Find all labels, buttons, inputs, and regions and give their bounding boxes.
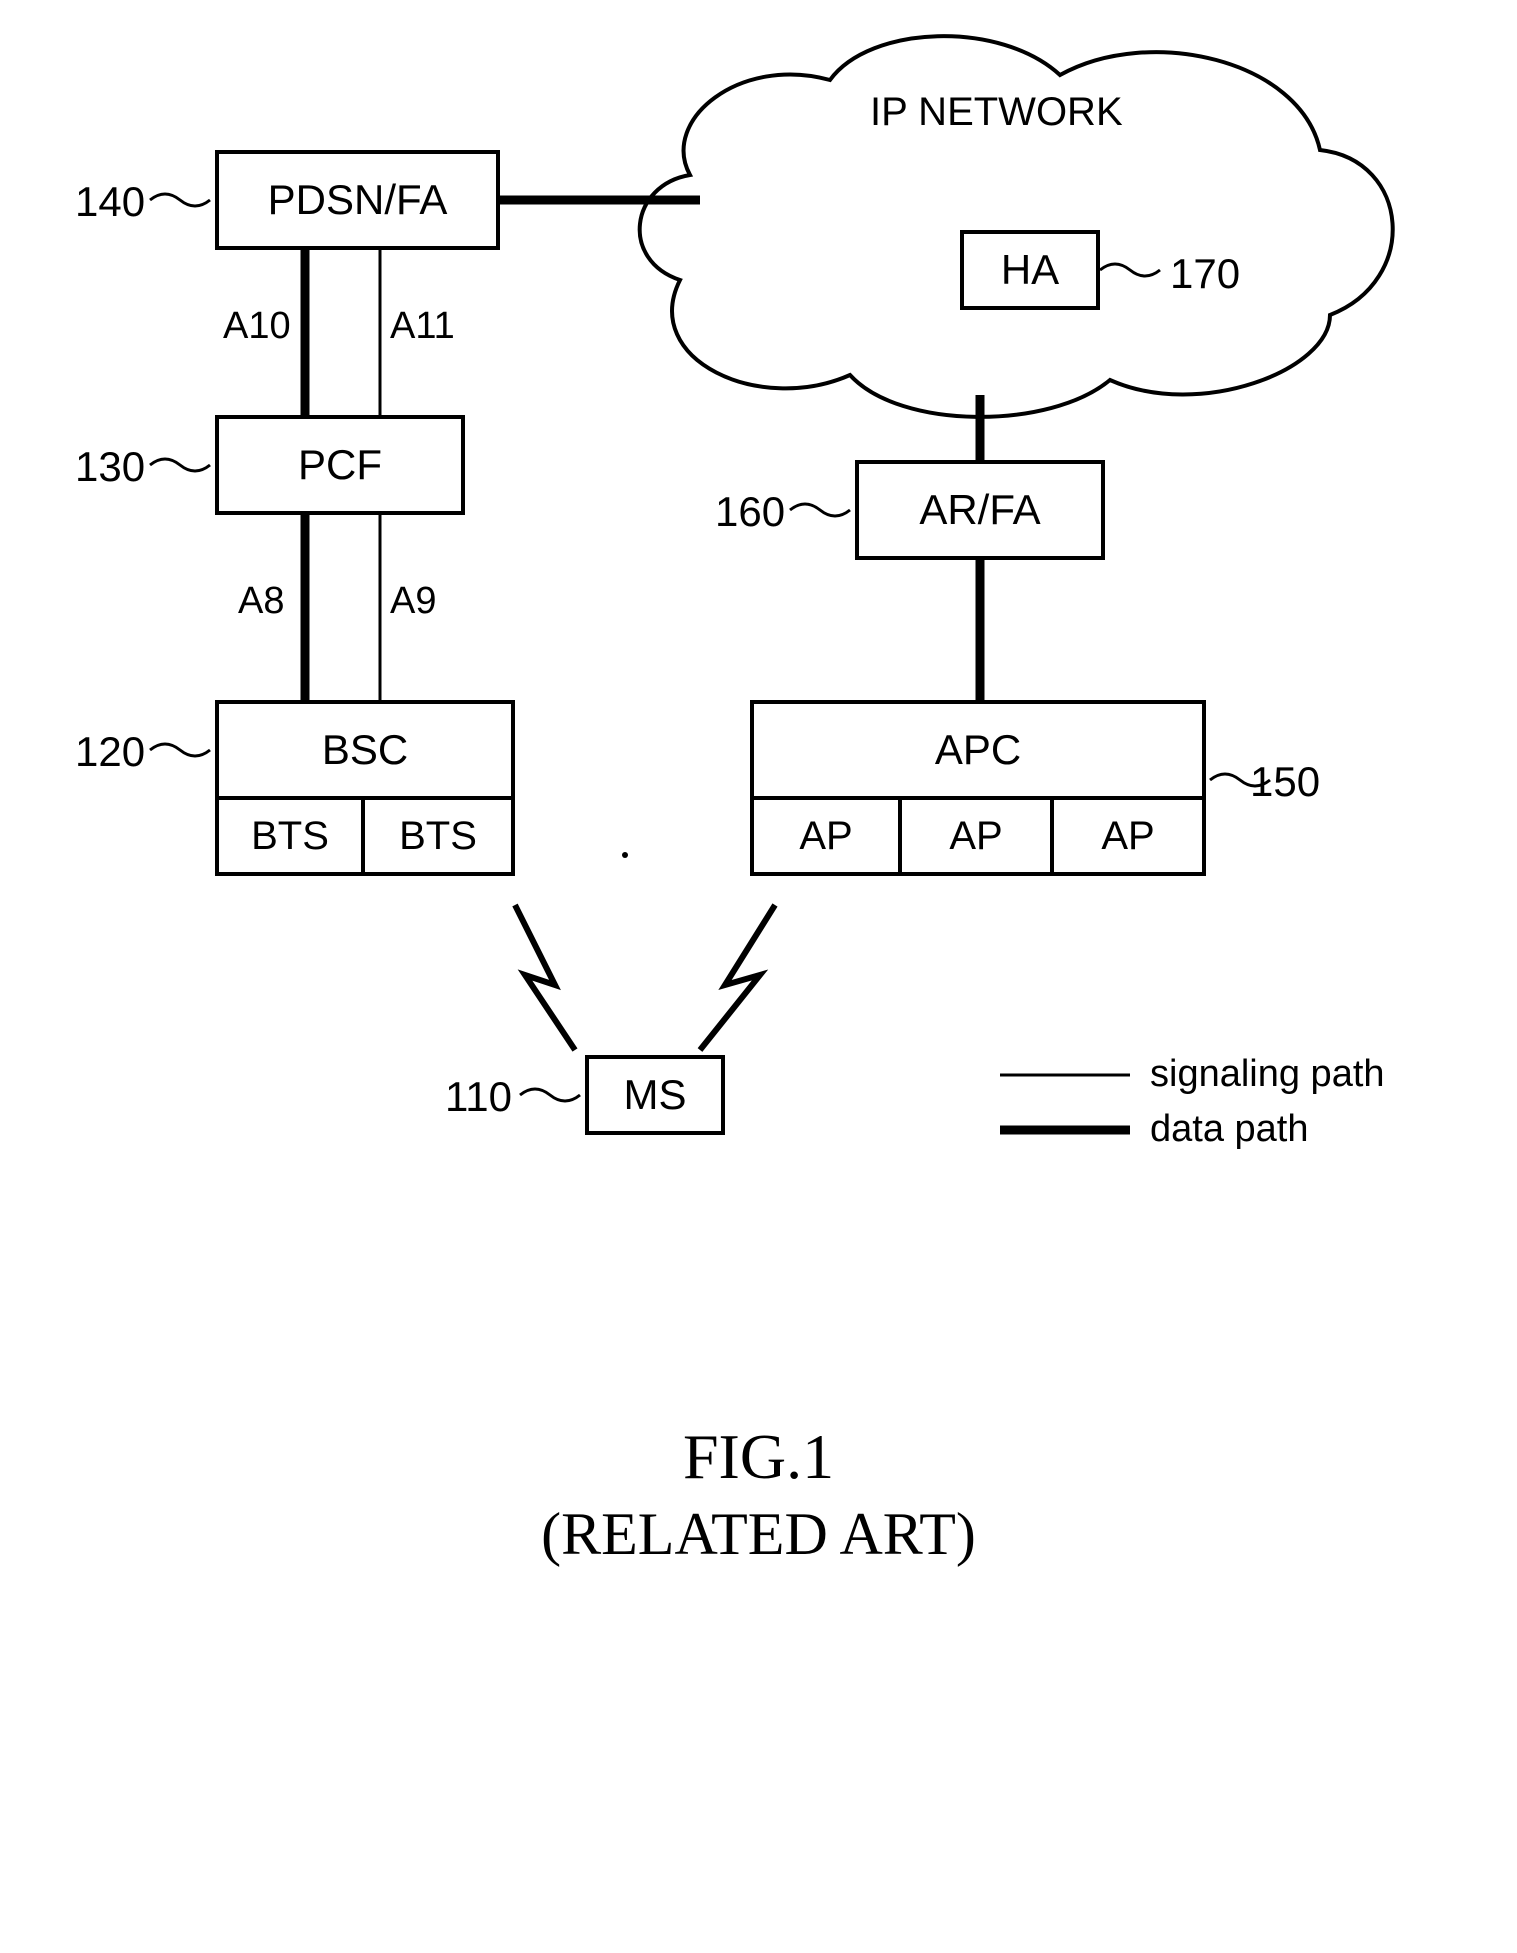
ap1-box: AP — [750, 796, 902, 876]
connectors-overlay — [0, 0, 1517, 1953]
ms-label: MS — [624, 1071, 687, 1119]
ms-box: MS — [585, 1055, 725, 1135]
bsc-box: BSC — [215, 700, 515, 800]
apc-ref: 150 — [1250, 758, 1320, 806]
legend-signaling-text: signaling path — [1150, 1053, 1385, 1096]
a11-label: A11 — [390, 305, 455, 348]
ap2-box: AP — [898, 796, 1054, 876]
a10-label: A10 — [223, 305, 291, 348]
ap2-label: AP — [949, 814, 1002, 859]
arfa-box: AR/FA — [855, 460, 1105, 560]
bsc-label: BSC — [322, 726, 408, 774]
apc-group: APC AP AP AP — [750, 700, 1206, 876]
pdsn-box: PDSN/FA — [215, 150, 500, 250]
pcf-label: PCF — [298, 441, 382, 489]
ap3-label: AP — [1101, 814, 1154, 859]
bsc-group: BSC BTS BTS — [215, 700, 515, 876]
pcf-box: PCF — [215, 415, 465, 515]
pcf-ref: 130 — [75, 443, 145, 491]
ms-ref: 110 — [445, 1073, 512, 1121]
wireless-right — [700, 905, 775, 1050]
figure-title-1: FIG.1 — [0, 1420, 1517, 1494]
bts1-box: BTS — [215, 796, 365, 876]
ap3-box: AP — [1050, 796, 1206, 876]
arfa-label: AR/FA — [919, 486, 1040, 534]
wireless-left — [515, 905, 575, 1050]
bts1-label: BTS — [251, 814, 329, 859]
bts2-box: BTS — [361, 796, 515, 876]
cloud-label: IP NETWORK — [870, 90, 1123, 135]
apc-box: APC — [750, 700, 1206, 800]
bsc-ref: 120 — [75, 728, 145, 776]
ap1-label: AP — [799, 814, 852, 859]
ha-ref: 170 — [1170, 250, 1240, 298]
bts2-label: BTS — [399, 814, 477, 859]
legend-data-text: data path — [1150, 1108, 1308, 1151]
pdsn-ref: 140 — [75, 178, 145, 226]
a8-label: A8 — [238, 580, 284, 623]
a9-label: A9 — [390, 580, 436, 623]
figure-canvas: IP NETWORK HA 170 PDSN/FA 140 A10 A11 PC… — [0, 0, 1517, 1953]
figure-title-2: (RELATED ART) — [0, 1500, 1517, 1569]
ha-box: HA — [960, 230, 1100, 310]
arfa-ref: 160 — [715, 488, 785, 536]
pdsn-label: PDSN/FA — [268, 176, 448, 224]
apc-label: APC — [935, 726, 1021, 774]
ha-label: HA — [1001, 246, 1059, 294]
